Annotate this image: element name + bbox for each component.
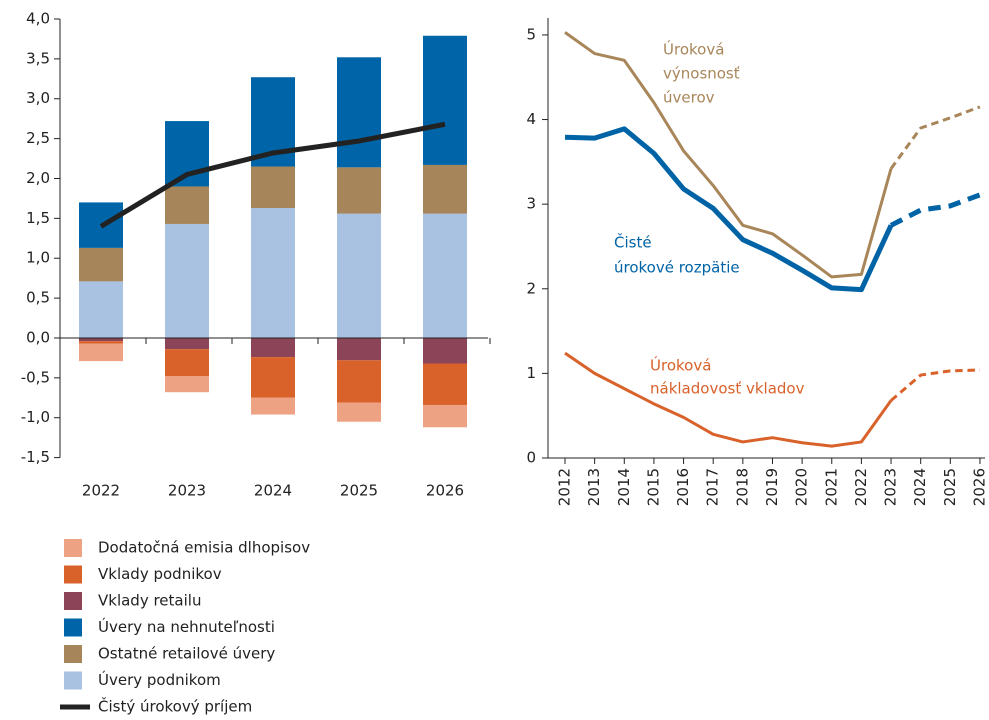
bar-segment: [79, 341, 123, 344]
y-tick-label: -1,5: [21, 448, 50, 466]
x-tick-label: 2015: [644, 468, 662, 506]
x-tick-label: 2013: [585, 468, 603, 506]
legend-label: Úvery podnikom: [98, 670, 221, 689]
x-tick-label: 2024: [254, 482, 292, 500]
bar-segment: [79, 281, 123, 338]
legend-swatch: [64, 592, 82, 610]
forecast-line: [889, 105, 981, 170]
y-tick-label: 0,0: [26, 328, 50, 346]
bar-segment: [251, 166, 295, 208]
line: [564, 351, 893, 448]
bar-segment: [251, 207, 295, 338]
bar-segment: [251, 337, 295, 358]
y-tick-label: 0,5: [26, 289, 50, 307]
x-tick-label: 2022: [82, 482, 120, 500]
y-tick-label: 2,5: [26, 129, 50, 147]
legend-label: Úvery na nehnuteľnosti: [98, 617, 275, 636]
y-tick-label: 3,5: [26, 49, 50, 67]
x-tick-label: 2014: [615, 468, 633, 506]
x-tick-label: 2022: [852, 468, 870, 506]
series-label: Čisté: [614, 233, 652, 252]
bar-segment: [337, 360, 381, 403]
series-label: výnosnosť: [663, 65, 740, 83]
bar-segment: [337, 167, 381, 214]
line: [99, 121, 446, 229]
y-tick-label: 0: [526, 449, 536, 467]
legend-swatch: [64, 618, 82, 637]
bar-segment: [337, 213, 381, 338]
series-label: úrokové rozpätie: [614, 259, 740, 277]
x-tick-label: 2017: [704, 468, 722, 506]
bar-segment: [337, 57, 381, 168]
bar-segment: [423, 337, 467, 364]
y-tick-label: 4,0: [26, 10, 50, 28]
legend-swatch: [64, 671, 82, 690]
bar-segment: [165, 186, 209, 224]
line: [564, 126, 894, 293]
bar-segment: [423, 164, 467, 214]
forecast-line: [889, 192, 981, 228]
x-tick-label: 2023: [168, 482, 206, 500]
bar-segment: [423, 363, 467, 405]
x-tick-label: 2025: [340, 482, 378, 500]
legend-label: Čistý úrokový príjem: [98, 697, 252, 716]
legend-swatch: [64, 645, 82, 663]
y-tick-label: 1,5: [26, 209, 50, 227]
x-tick-label: 2023: [882, 468, 900, 506]
line: [564, 31, 893, 279]
bar-segment: [165, 376, 209, 393]
bar-segment: [337, 337, 381, 361]
bar-segment: [79, 337, 123, 342]
series-label: úverov: [663, 89, 715, 107]
series-label: Úroková: [650, 356, 711, 375]
bar-segment: [251, 397, 295, 415]
bar-segment: [423, 213, 467, 338]
forecast-line: [890, 368, 981, 402]
series-label: Úroková: [663, 40, 724, 59]
y-tick-label: 3: [526, 195, 536, 213]
x-tick-label: 2021: [822, 468, 840, 506]
y-tick-label: -0,5: [21, 368, 50, 386]
bar-segment: [423, 404, 467, 428]
bar-segment: [251, 357, 295, 398]
legend-swatch: [64, 565, 82, 584]
bar-segment: [165, 337, 209, 350]
bar-segment: [165, 223, 209, 338]
legend-label: Vklady podnikov: [98, 565, 222, 583]
legend-swatch: [64, 539, 82, 557]
x-tick-label: 2018: [733, 468, 751, 506]
y-tick-label: 2: [526, 279, 536, 297]
y-tick-label: -1,0: [21, 408, 50, 426]
bar-segment: [165, 349, 209, 377]
bar-segment: [79, 247, 123, 282]
legend-label: Vklady retailu: [98, 592, 201, 610]
x-tick-label: 2012: [556, 468, 574, 506]
legend-label: Ostatné retailové úvery: [98, 645, 275, 663]
x-tick-label: 2025: [941, 468, 959, 506]
x-tick-label: 2026: [970, 468, 988, 506]
y-tick-label: 1: [526, 364, 536, 382]
y-tick-label: 3,0: [26, 89, 50, 107]
x-tick-label: 2016: [674, 468, 692, 506]
y-tick-label: 5: [526, 25, 536, 43]
y-tick-label: 2,0: [26, 169, 50, 187]
y-tick-label: 4: [526, 110, 536, 128]
y-tick-label: 1,0: [26, 249, 50, 267]
legend-label: Dodatočná emisia dlhopisov: [98, 539, 310, 557]
bar-segment: [337, 402, 381, 422]
bar-segment: [79, 343, 123, 362]
x-tick-label: 2020: [793, 468, 811, 506]
series-label: nákladovosť vkladov: [650, 380, 805, 398]
x-tick-label: 2026: [426, 482, 464, 500]
x-tick-label: 2024: [911, 468, 929, 506]
x-tick-label: 2019: [763, 468, 781, 506]
bar-segment: [423, 35, 467, 165]
